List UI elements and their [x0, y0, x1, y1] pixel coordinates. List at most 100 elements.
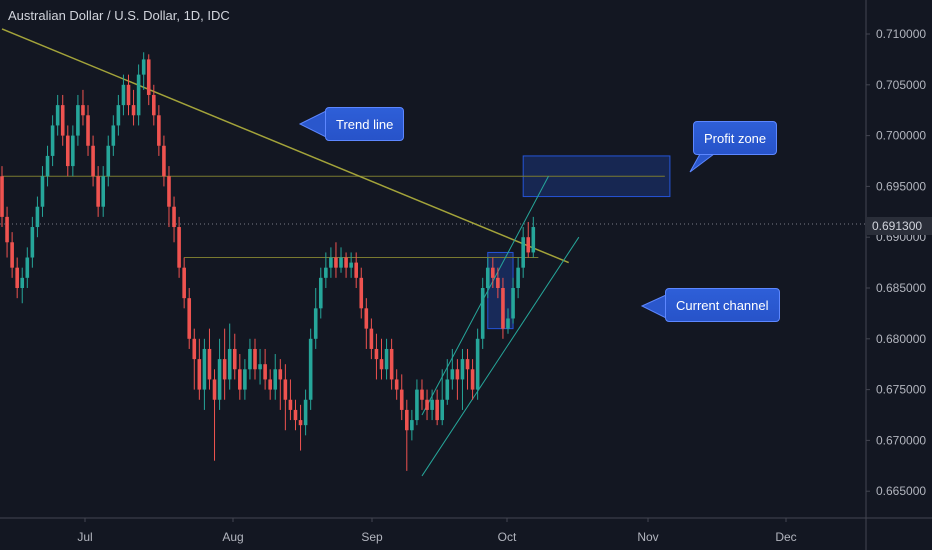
- candle-body: [460, 359, 465, 380]
- candle-body: [162, 145, 166, 177]
- candle-body: [435, 399, 439, 421]
- current-channel-callout[interactable]: Current channel: [665, 288, 780, 322]
- candle-body: [374, 348, 379, 360]
- chart-overlays: [298, 110, 716, 319]
- candle-body: [324, 267, 328, 278]
- candle-body: [496, 277, 500, 288]
- candle-body: [35, 206, 40, 228]
- chart-drawings: [0, 28, 866, 477]
- candle-body: [516, 267, 520, 288]
- candle-body: [40, 176, 45, 207]
- candle-body: [50, 125, 55, 156]
- candle-body: [106, 145, 111, 177]
- candle-body: [455, 369, 460, 380]
- y-tick-label: 0.680000: [876, 332, 926, 346]
- candle-body: [470, 369, 475, 390]
- candle-body: [217, 359, 222, 400]
- candle-body: [227, 348, 232, 380]
- candle-body: [116, 105, 121, 126]
- channel-lower-line: [421, 236, 580, 477]
- candle-body: [420, 389, 424, 400]
- candles: [0, 52, 536, 471]
- x-tick-label: Jul: [77, 530, 92, 544]
- y-axis: 0.7100000.7050000.7000000.6950000.690000…: [866, 27, 926, 498]
- candle-body: [485, 267, 490, 288]
- candle-body: [202, 348, 207, 390]
- candle-body: [344, 257, 348, 268]
- candle-body: [192, 338, 197, 360]
- candle-body: [273, 369, 278, 390]
- candle-body: [313, 308, 318, 339]
- candle-body: [253, 348, 257, 370]
- candle-body: [339, 257, 343, 268]
- candle-body: [96, 176, 100, 207]
- candle-body: [187, 298, 192, 339]
- candle-body: [91, 145, 95, 177]
- candle-body: [399, 389, 404, 410]
- candle-body: [76, 105, 80, 136]
- candle-body: [55, 105, 60, 126]
- candle-body: [384, 348, 389, 370]
- channel-callout-pointer: [640, 294, 667, 319]
- candle-body: [30, 227, 35, 258]
- y-tick-label: 0.710000: [876, 27, 926, 41]
- candle-body: [364, 308, 369, 329]
- trend-line-callout[interactable]: Trend line: [325, 107, 405, 141]
- channel-highlight-box: [487, 251, 514, 330]
- profit-zone-callout[interactable]: Profit zone: [693, 121, 778, 155]
- candle-body: [177, 227, 181, 268]
- candle-body: [379, 359, 384, 370]
- candle-body: [212, 379, 217, 400]
- candle-body: [65, 135, 70, 167]
- x-tick-label: Aug: [222, 530, 243, 544]
- candle-body: [86, 115, 90, 146]
- candle-body: [491, 267, 495, 278]
- candle-body: [243, 369, 247, 390]
- candle-body: [410, 420, 414, 431]
- candle-body: [394, 379, 399, 390]
- candle-body: [278, 369, 283, 380]
- candle-body: [248, 348, 252, 370]
- current-price-tag: 0.691300: [866, 217, 932, 235]
- candle-body: [10, 242, 14, 268]
- profit-callout-pointer: [689, 153, 716, 173]
- candle-body: [288, 399, 293, 410]
- candle-body: [182, 267, 186, 299]
- candle-body: [308, 338, 313, 400]
- candle-body: [232, 348, 237, 370]
- candle-body: [152, 94, 156, 116]
- candle-body: [445, 379, 450, 400]
- candle-body: [531, 227, 536, 253]
- channel-upper-line: [421, 176, 549, 416]
- x-axis: Jul Aug Sep Oct Nov Dec: [77, 518, 797, 544]
- x-tick-label: Sep: [361, 530, 383, 544]
- candle-body: [197, 359, 202, 390]
- candle-body: [405, 409, 409, 431]
- y-tick-label: 0.700000: [876, 129, 926, 143]
- candle-body: [81, 105, 85, 116]
- chart-title: Australian Dollar / U.S. Dollar, 1D, IDC: [8, 8, 230, 23]
- candle-body: [298, 420, 303, 426]
- candle-body: [20, 277, 25, 288]
- candle-body: [25, 257, 30, 278]
- candle-body: [45, 155, 50, 177]
- candle-body: [480, 288, 485, 339]
- x-tick-label: Dec: [775, 530, 796, 544]
- candle-body: [526, 237, 531, 253]
- candle-body: [283, 379, 288, 400]
- candle-body: [131, 105, 136, 116]
- candle-body: [157, 115, 161, 146]
- y-tick-label: 0.675000: [876, 383, 926, 397]
- x-tick-label: Nov: [637, 530, 658, 544]
- candle-body: [207, 348, 212, 380]
- candle-body: [425, 399, 429, 410]
- candle-body: [141, 59, 146, 75]
- candle-body: [121, 84, 126, 106]
- candle-body: [222, 359, 227, 380]
- candle-body: [501, 288, 505, 329]
- x-tick-label: Oct: [498, 530, 517, 544]
- candle-body: [450, 369, 455, 380]
- trend-line: [1, 28, 570, 264]
